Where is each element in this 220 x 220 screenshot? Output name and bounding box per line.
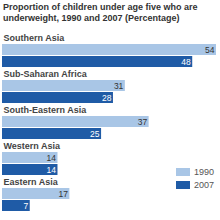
svg-text:17: 17 xyxy=(58,189,68,199)
svg-text:54: 54 xyxy=(205,45,215,55)
html-text:Proportion of children under a: Proportion of children under age five wh… xyxy=(3,2,198,23)
svg-text:7: 7 xyxy=(24,201,29,211)
svg-text:31: 31 xyxy=(114,81,124,91)
svg-text:Western Asia: Western Asia xyxy=(4,141,62,151)
svg-text:37: 37 xyxy=(138,117,148,127)
svg-text:25: 25 xyxy=(90,129,100,139)
svg-text:48: 48 xyxy=(181,57,191,67)
svg-text:14: 14 xyxy=(47,165,57,175)
html-text:1990: 1990 xyxy=(194,167,214,177)
svg-text:Eastern Asia: Eastern Asia xyxy=(4,177,59,187)
svg-text:Sub-Saharan Africa: Sub-Saharan Africa xyxy=(4,69,88,79)
html-text:2007: 2007 xyxy=(194,180,214,190)
svg-text:14: 14 xyxy=(47,153,57,163)
svg-text:28: 28 xyxy=(102,93,112,103)
svg-text:South-Eastern Asia: South-Eastern Asia xyxy=(4,105,88,115)
svg-text:Southern Asia: Southern Asia xyxy=(4,33,66,43)
